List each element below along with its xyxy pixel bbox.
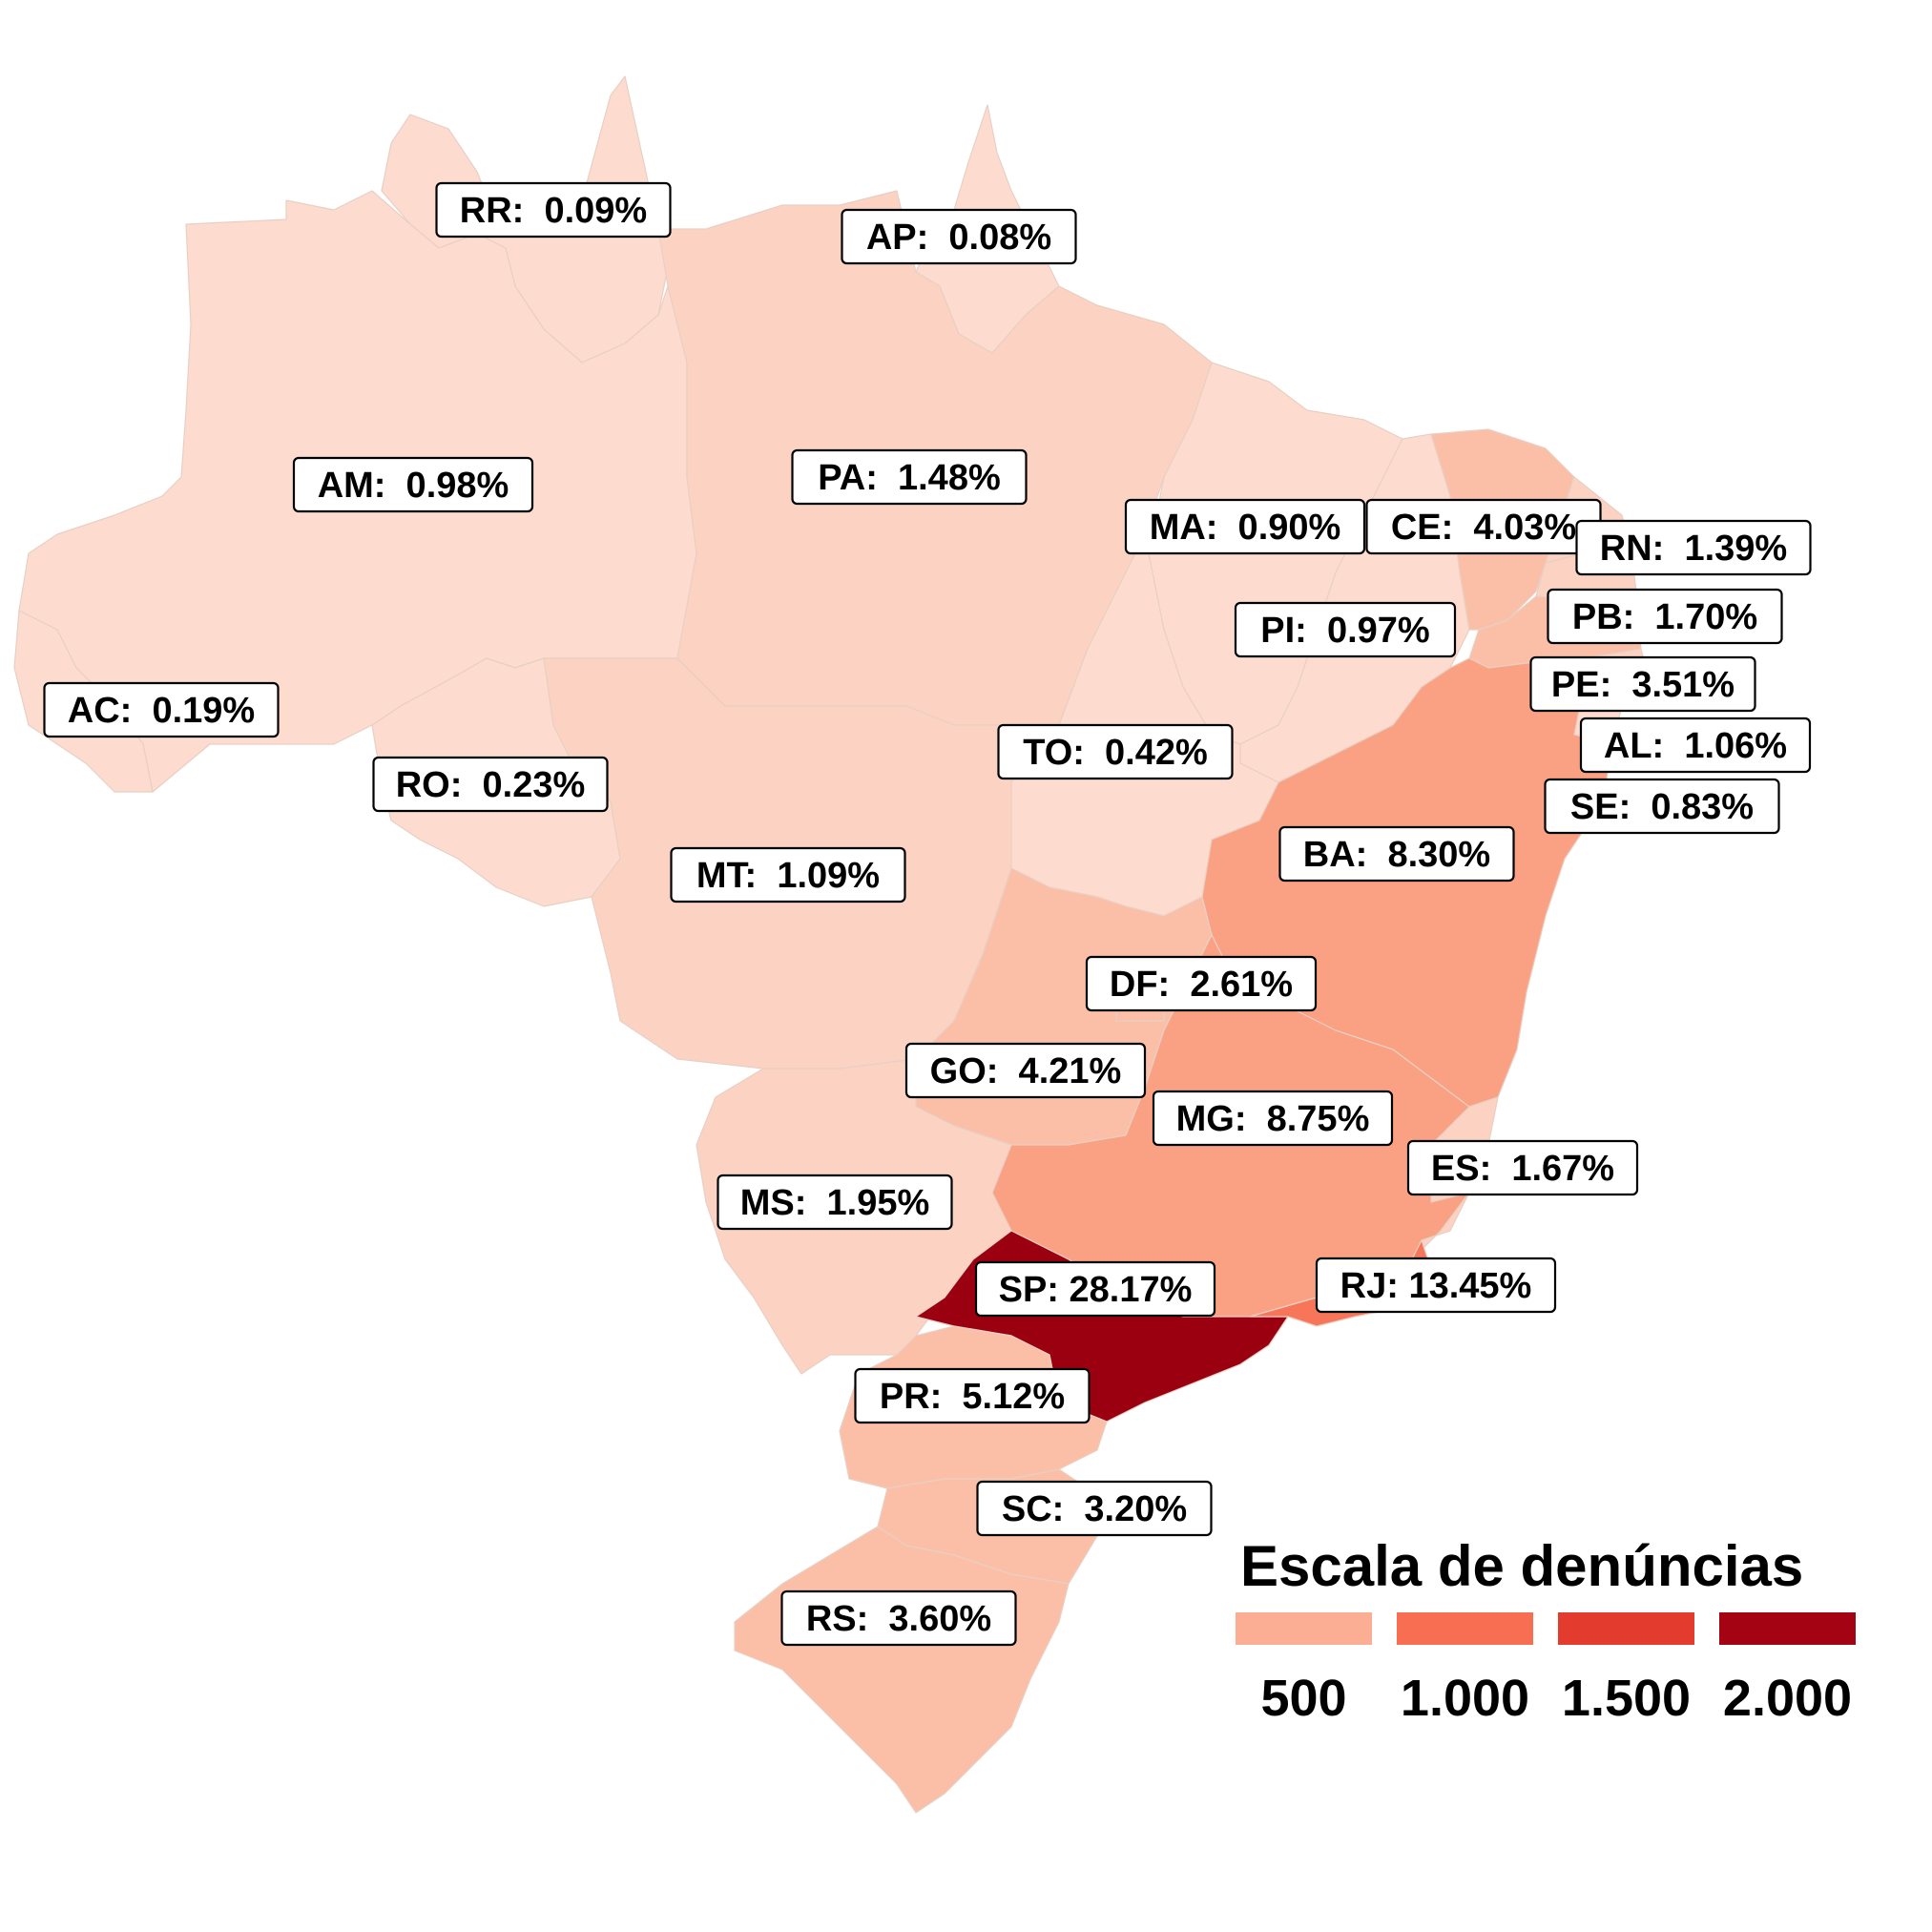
state-label-text: DF: 2.61% bbox=[1110, 965, 1293, 1005]
legend-tick-label: 500 bbox=[1260, 1670, 1346, 1727]
state-label-MG: MG: 8.75% bbox=[1152, 1090, 1394, 1147]
state-label-AC: AC: 0.19% bbox=[43, 681, 280, 738]
state-label-RS: RS: 3.60% bbox=[780, 1589, 1017, 1647]
state-label-SP: SP: 28.17% bbox=[974, 1260, 1216, 1318]
state-label-CE: CE: 4.03% bbox=[1365, 498, 1602, 555]
legend: Escala de denúncias 500 1.000 1.500 2.000 bbox=[1236, 1534, 1856, 1727]
state-label-text: AP: 0.08% bbox=[866, 218, 1051, 258]
legend-tick-label: 1.000 bbox=[1401, 1670, 1529, 1727]
state-label-box bbox=[1278, 825, 1515, 883]
state-label-SC: SC: 3.20% bbox=[976, 1480, 1213, 1537]
state-label-text: PE: 3.51% bbox=[1551, 665, 1735, 705]
state-label-box bbox=[791, 448, 1028, 506]
state-label-text: SP: 28.17% bbox=[999, 1270, 1193, 1310]
state-label-PR: PR: 5.12% bbox=[854, 1367, 1091, 1424]
state-label-box bbox=[372, 756, 609, 813]
state-label-box bbox=[1124, 498, 1366, 555]
state-label-text: MA: 0.90% bbox=[1150, 508, 1341, 548]
state-label-text: RS: 3.60% bbox=[806, 1599, 991, 1639]
legend-swatch bbox=[1236, 1612, 1372, 1645]
state-label-box bbox=[43, 681, 280, 738]
legend-tick-label: 1.500 bbox=[1562, 1670, 1691, 1727]
state-label-text: RJ: 13.45% bbox=[1340, 1266, 1532, 1306]
state-label-AL: AL: 1.06% bbox=[1579, 717, 1812, 774]
state-label-text: MS: 1.95% bbox=[740, 1183, 930, 1223]
state-label-text: TO: 0.42% bbox=[1023, 733, 1208, 773]
legend-swatch bbox=[1719, 1612, 1856, 1645]
state-label-box bbox=[904, 1042, 1147, 1099]
state-label-box bbox=[1547, 588, 1783, 645]
state-label-RO: RO: 0.23% bbox=[372, 756, 609, 813]
state-label-text: SE: 0.83% bbox=[1570, 787, 1754, 827]
legend-tick-label: 2.000 bbox=[1723, 1670, 1852, 1727]
state-label-box bbox=[1544, 778, 1780, 835]
state-label-box bbox=[1152, 1090, 1394, 1147]
state-label-MA: MA: 0.90% bbox=[1124, 498, 1366, 555]
state-label-box bbox=[974, 1260, 1216, 1318]
state-label-RR: RR: 0.09% bbox=[435, 181, 672, 239]
state-label-box bbox=[1579, 717, 1812, 774]
state-label-PB: PB: 1.70% bbox=[1547, 588, 1783, 645]
state-label-text: ES: 1.67% bbox=[1431, 1149, 1614, 1189]
state-label-text: SC: 3.20% bbox=[1002, 1489, 1187, 1529]
state-label-SE: SE: 0.83% bbox=[1544, 778, 1780, 835]
state-label-text: AL: 1.06% bbox=[1604, 726, 1787, 766]
state-label-text: RN: 1.39% bbox=[1600, 529, 1787, 569]
state-label-box bbox=[435, 181, 672, 239]
legend-swatches: 500 1.000 1.500 2.000 bbox=[1236, 1612, 1856, 1727]
state-label-box bbox=[841, 208, 1077, 265]
legend-swatch bbox=[1397, 1612, 1533, 1645]
state-label-RJ: RJ: 13.45% bbox=[1315, 1257, 1557, 1314]
state-labels: RR: 0.09% AP: 0.08% AM: 0.98% PA: 1.48% MA: … bbox=[43, 181, 1812, 1647]
state-label-text: RR: 0.09% bbox=[460, 191, 647, 231]
state-label-text: PR: 5.12% bbox=[880, 1377, 1065, 1417]
state-label-AM: AM: 0.98% bbox=[292, 456, 534, 513]
state-label-box bbox=[976, 1480, 1213, 1537]
state-label-MS: MS: 1.95% bbox=[717, 1174, 953, 1231]
state-label-text: CE: 4.03% bbox=[1391, 508, 1576, 548]
state-label-box bbox=[780, 1589, 1017, 1647]
state-label-text: MG: 8.75% bbox=[1176, 1099, 1370, 1139]
state-label-box bbox=[1234, 601, 1457, 658]
state-label-PE: PE: 3.51% bbox=[1529, 655, 1756, 713]
state-label-BA: BA: 8.30% bbox=[1278, 825, 1515, 883]
state-label-text: PB: 1.70% bbox=[1572, 597, 1757, 637]
state-label-box bbox=[1315, 1257, 1557, 1314]
state-label-text: MT: 1.09% bbox=[696, 856, 880, 896]
state-label-text: GO: 4.21% bbox=[930, 1051, 1122, 1091]
state-label-text: RO: 0.23% bbox=[396, 765, 586, 805]
state-label-text: BA: 8.30% bbox=[1303, 835, 1490, 875]
state-label-DF: DF: 2.61% bbox=[1085, 955, 1318, 1012]
state-label-box bbox=[1085, 955, 1318, 1012]
state-label-MT: MT: 1.09% bbox=[670, 846, 906, 904]
state-label-box bbox=[292, 456, 534, 513]
legend-title: Escala de denúncias bbox=[1240, 1534, 1803, 1598]
state-label-PI: PI: 0.97% bbox=[1234, 601, 1457, 658]
state-label-text: PI: 0.97% bbox=[1260, 611, 1429, 651]
state-label-text: PA: 1.48% bbox=[818, 458, 1000, 498]
state-label-GO: GO: 4.21% bbox=[904, 1042, 1147, 1099]
state-label-ES: ES: 1.67% bbox=[1406, 1139, 1639, 1196]
state-label-PA: PA: 1.48% bbox=[791, 448, 1028, 506]
state-label-box bbox=[1575, 519, 1812, 576]
state-label-box bbox=[1406, 1139, 1639, 1196]
state-label-text: AM: 0.98% bbox=[318, 466, 509, 506]
state-label-text: AC: 0.19% bbox=[68, 691, 255, 731]
state-label-AP: AP: 0.08% bbox=[841, 208, 1077, 265]
legend-swatch bbox=[1558, 1612, 1694, 1645]
state-label-box bbox=[717, 1174, 953, 1231]
state-label-box bbox=[854, 1367, 1091, 1424]
state-label-box bbox=[997, 723, 1234, 780]
state-label-RN: RN: 1.39% bbox=[1575, 519, 1812, 576]
state-label-box bbox=[670, 846, 906, 904]
state-label-box bbox=[1529, 655, 1756, 713]
state-label-TO: TO: 0.42% bbox=[997, 723, 1234, 780]
